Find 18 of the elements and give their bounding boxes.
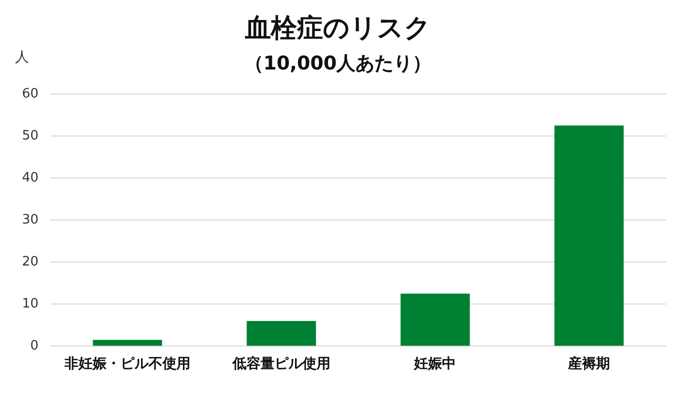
chart-title: 血栓症のリスク bbox=[244, 13, 431, 44]
x-tick-label: 非妊娠・ピル不使用 bbox=[63, 356, 190, 372]
x-tick-label: 低容量ピル使用 bbox=[231, 355, 330, 372]
y-tick-label: 60 bbox=[22, 86, 39, 102]
chart-subtitle: （10,000人あたり） bbox=[244, 52, 432, 75]
x-tick-label: 産褥期 bbox=[567, 355, 610, 372]
y-tick-label: 0 bbox=[30, 338, 39, 354]
y-tick-label: 30 bbox=[22, 212, 39, 228]
y-tick-label: 20 bbox=[22, 254, 39, 270]
bar bbox=[92, 340, 162, 346]
bar bbox=[400, 294, 470, 346]
x-tick-label: 妊娠中 bbox=[413, 356, 456, 372]
y-axis-title: 人 bbox=[15, 50, 29, 66]
y-tick-label: 40 bbox=[22, 170, 39, 186]
bar bbox=[554, 126, 624, 346]
bar bbox=[246, 320, 316, 346]
y-tick-label: 10 bbox=[22, 296, 39, 312]
y-tick-label: 50 bbox=[22, 128, 39, 144]
